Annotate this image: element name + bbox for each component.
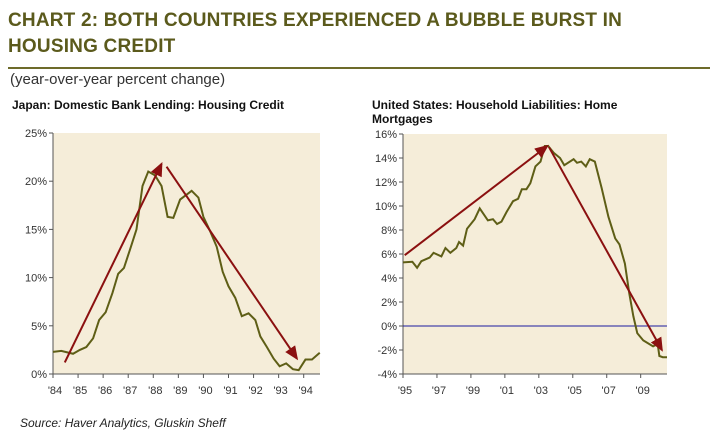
chart-subtitle: (year-over-year percent change) — [10, 71, 226, 88]
japan-y-tick-label: 5% — [31, 321, 47, 333]
japan-y-tick-label: 0% — [31, 369, 47, 381]
us-x-tick-label: '03 — [534, 385, 548, 397]
us-y-tick-label: -4% — [377, 369, 397, 381]
us-y-tick-label: 10% — [375, 201, 397, 213]
japan-x-tick-label: '90 — [198, 385, 212, 397]
japan-x-tick-label: '88 — [148, 385, 162, 397]
japan-x-tick-label: '92 — [248, 385, 262, 397]
source-note: Source: Haver Analytics, Gluskin Sheff — [20, 416, 226, 430]
us-trend-arrow — [404, 144, 549, 256]
us-x-tick-label: '05 — [568, 385, 582, 397]
us-y-tick-label: 12% — [375, 177, 397, 189]
japan-y-tick-label: 10% — [25, 273, 47, 285]
japan-plot-area — [53, 133, 320, 374]
us-chart-title: United States: Household Liabilities: Ho… — [372, 98, 618, 126]
japan-x-tick-label: '93 — [273, 385, 287, 397]
us-x-tick-label: '99 — [466, 385, 480, 397]
japan-x-tick-label: '85 — [73, 385, 87, 397]
japan-trend-arrow — [165, 166, 299, 361]
japan-x-tick-label: '86 — [98, 385, 112, 397]
us-y-tick-label: 16% — [375, 129, 397, 141]
japan-chart-title: Japan: Domestic Bank Lending: Housing Cr… — [12, 98, 285, 112]
japan-x-tick-label: '84 — [48, 385, 62, 397]
japan-trend-arrow — [63, 162, 163, 363]
us-y-tick-label: -2% — [377, 345, 397, 357]
us-y-tick-label: 14% — [375, 153, 397, 165]
japan-y-tick-label: 25% — [25, 128, 47, 140]
japan-y-tick-label: 20% — [25, 176, 47, 188]
us-x-tick-label: '95 — [398, 385, 412, 397]
japan-x-tick-label: '89 — [173, 385, 187, 397]
us-y-tick-label: 6% — [381, 249, 397, 261]
us-y-tick-label: 8% — [381, 225, 397, 237]
title-divider — [8, 67, 710, 69]
japan-x-tick-label: '94 — [299, 385, 313, 397]
us-x-tick-label: '09 — [636, 385, 650, 397]
japan-y-tick-label: 15% — [25, 224, 47, 236]
japan-x-tick-label: '91 — [223, 385, 237, 397]
us-y-tick-label: 2% — [381, 297, 397, 309]
us-x-tick-label: '07 — [602, 385, 616, 397]
us-y-tick-label: 0% — [381, 321, 397, 333]
us-trend-arrow — [548, 146, 663, 352]
japan-series-line — [52, 170, 321, 372]
us-x-tick-label: '97 — [432, 385, 446, 397]
us-series-line — [402, 145, 667, 359]
chart-title: CHART 2: BOTH COUNTRIES EXPERIENCED A BU… — [8, 10, 623, 57]
us-x-tick-label: '01 — [500, 385, 514, 397]
japan-x-tick-label: '87 — [123, 385, 137, 397]
us-y-tick-label: 4% — [381, 273, 397, 285]
